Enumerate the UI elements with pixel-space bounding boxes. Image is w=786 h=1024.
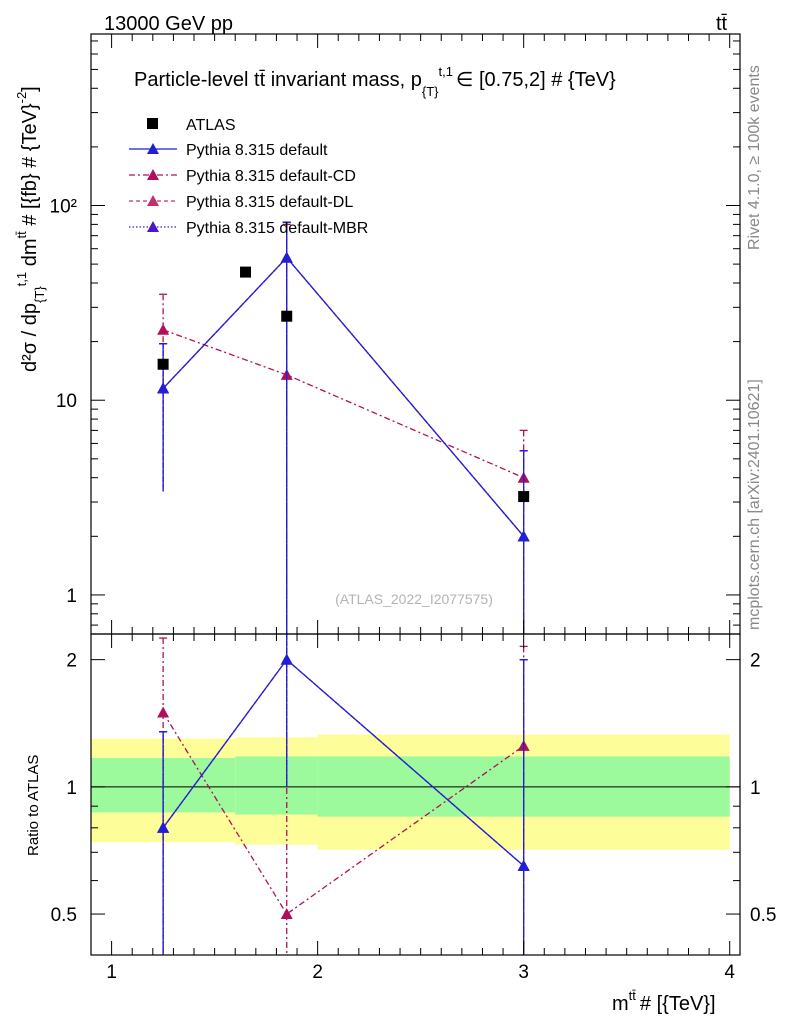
legend-label-mbr: Pythia 8.315 default-MBR: [186, 220, 368, 237]
legend: ATLAS Pythia 8.315 default Pythia 8.315 …: [129, 117, 368, 237]
main-series-group: [157, 221, 530, 634]
ratio-line-pythia-8-315-default-cd: [162, 712, 525, 915]
ratio-tick-label-right: 2: [750, 651, 761, 672]
data-points-group: [157, 266, 530, 503]
ratio-frame: [90, 633, 741, 956]
series-marker-pythia-8-315-default-1: [280, 251, 293, 263]
data-point-3: [518, 491, 530, 503]
rivet-label: Rivet 4.1.0, ≥ 100k events: [746, 65, 763, 250]
x-tick-label: 4: [724, 962, 735, 983]
source-label: mcplots.cern.ch [arXiv:2401.10621]: [746, 379, 763, 630]
legend-marker-cd: [147, 169, 159, 180]
ratio-tick-label-right: 1: [750, 778, 761, 799]
series-marker-pythia-8-315-default-2: [517, 530, 530, 542]
legend-label-cd: Pythia 8.315 default-CD: [186, 168, 356, 185]
ratio-tick-label: 1: [66, 778, 77, 799]
axes-group: 1 2 3 4 1 10 10² 0.5 0.5 1 1 2 2: [50, 33, 776, 983]
y-axis-label: d²σ / dp{T}t,1 dmtt̄ # [{fb} # {TeV}-2]: [14, 86, 47, 372]
legend-label-atlas: ATLAS: [186, 117, 236, 134]
header-left: 13000 GeV pp: [104, 13, 233, 35]
ratio-marker-pythia-8-315-default-cd-1: [280, 908, 293, 920]
y-tick-label: 10: [56, 391, 77, 412]
legend-marker-dl: [147, 195, 159, 206]
series-line-pythia-8-315-default-mbr: [162, 256, 525, 537]
x-tick-label: 1: [106, 962, 117, 983]
ratio-marker-pythia-8-315-default-0: [157, 821, 170, 833]
legend-marker-default: [147, 143, 159, 154]
ratio-tick-label: 2: [66, 651, 77, 672]
header-right: tt̄: [716, 13, 728, 35]
ratio-y-axis-label: Ratio to ATLAS: [25, 755, 42, 856]
x-tick-label: 2: [312, 962, 323, 983]
y-tick-label: 10²: [50, 197, 77, 218]
ratio-marker-pythia-8-315-default-1: [280, 653, 293, 665]
series-line-pythia-8-315-default: [162, 256, 525, 537]
ratio-tick-label: 0.5: [51, 905, 77, 926]
series-line-pythia-8-315-default-dl: [162, 256, 525, 537]
chart-title: Particle-level tt̄ invariant mass, p{T}t…: [134, 64, 616, 99]
ratio-series-group: [157, 634, 530, 955]
series-line-pythia-8-315-default-cd: [162, 329, 524, 479]
y-tick-label: 1: [66, 586, 77, 607]
watermark: (ATLAS_2022_I2077575): [335, 591, 493, 607]
legend-marker-atlas: [147, 118, 158, 129]
data-point-0: [157, 358, 169, 370]
data-point-1: [240, 266, 252, 278]
data-point-2: [281, 310, 293, 322]
ratio-band-inner-1: [235, 756, 318, 815]
series-marker-pythia-8-315-default-0: [157, 382, 170, 394]
legend-marker-mbr: [147, 221, 159, 232]
ratio-marker-pythia-8-315-default-2: [517, 859, 530, 871]
legend-label-default: Pythia 8.315 default: [186, 142, 328, 159]
x-tick-label: 3: [518, 962, 529, 983]
x-axis-label: mtt̄ # [{TeV}]: [612, 988, 716, 1015]
legend-label-dl: Pythia 8.315 default-DL: [186, 194, 353, 211]
ratio-tick-label-right: 0.5: [750, 905, 776, 926]
ratio-marker-pythia-8-315-default-cd-0: [157, 706, 170, 718]
series-marker-pythia-8-315-default-cd-0: [157, 323, 170, 335]
